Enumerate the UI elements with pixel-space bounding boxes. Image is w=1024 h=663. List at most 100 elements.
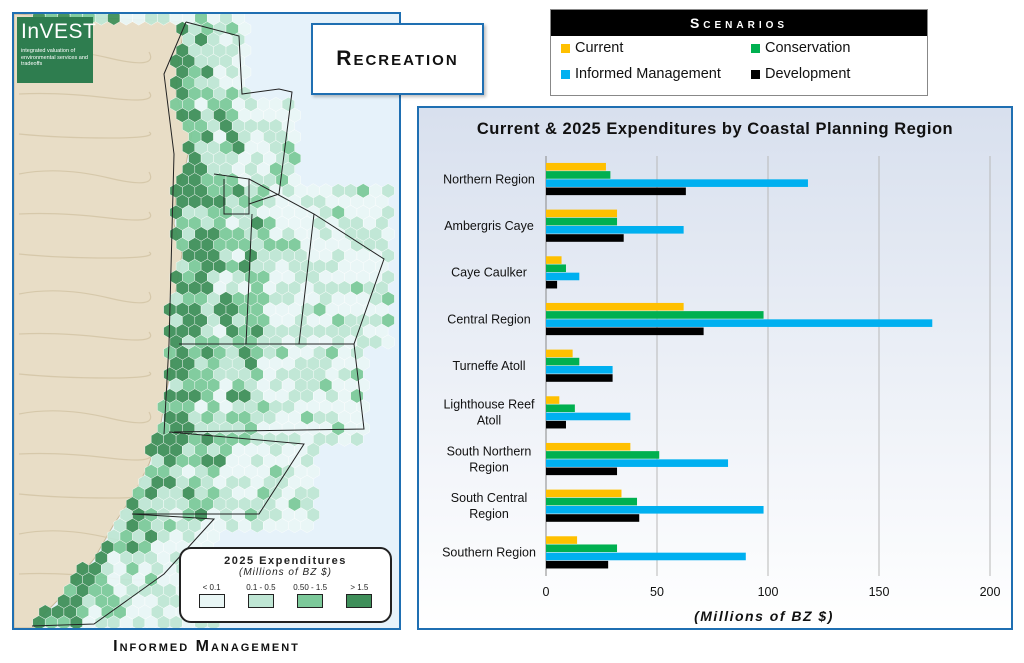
terrain-ridge	[18, 170, 152, 184]
invest-logo: InVEST integrated valuation of environme…	[17, 17, 97, 83]
scenarios-legend: Scenarios Current Conservation Informed …	[550, 9, 928, 96]
boundary-south-northern	[173, 343, 365, 433]
legend-title: 2025 Expenditures	[224, 555, 347, 567]
logo-tagline: integrated valuation of environmental se…	[21, 48, 88, 67]
boundary-south-central	[132, 431, 305, 515]
scenario-label: Conservation	[765, 40, 851, 56]
legend-swatch	[198, 594, 225, 608]
bar-current	[546, 162, 606, 171]
bar-development	[546, 560, 609, 569]
boundary-divider	[245, 213, 253, 345]
logo-name: InVEST	[21, 20, 97, 43]
chart-panel: Current & 2025 Expenditures by Coastal P…	[417, 106, 1013, 630]
terrain-ridge	[18, 410, 152, 424]
scenario-item-informed-management: Informed Management	[561, 66, 751, 82]
bar-conservation	[546, 544, 618, 553]
legend-item: 0.50 - 1.5	[287, 583, 333, 608]
bar-conservation	[546, 311, 764, 319]
category-label: Caye Caulker	[451, 266, 527, 280]
legend-item: 0.1 - 0.5	[238, 583, 284, 608]
hex-cell	[381, 334, 395, 350]
bar-current	[546, 209, 618, 218]
bar-current	[546, 302, 684, 311]
scenario-label: Informed Management	[575, 66, 721, 82]
map-legend: 2025 Expenditures (Millions of BZ $) < 0…	[179, 547, 392, 623]
bar-development	[546, 420, 566, 429]
terrain-ridge	[18, 91, 152, 101]
terrain-ridge	[18, 371, 152, 379]
terrain-ridge	[18, 251, 152, 259]
terrain-ridge	[18, 211, 152, 221]
x-tick-label: 150	[869, 585, 890, 599]
chart-x-axis-label: (Millions of BZ $)	[694, 608, 834, 624]
bar-current	[546, 536, 578, 544]
bar-conservation	[546, 217, 618, 226]
bar-development	[546, 374, 613, 382]
terrain-ridge	[18, 290, 152, 304]
category-label: Central Region	[447, 312, 530, 326]
terrain-ridge	[18, 331, 152, 341]
bar-informed-management	[546, 226, 684, 234]
map-panel: InVEST integrated valuation of environme…	[12, 12, 401, 630]
category-label: Turneffe Atoll	[453, 359, 526, 373]
scenario-label: Development	[765, 66, 851, 82]
planning-region-boundaries	[31, 21, 385, 627]
category-label: Ambergris Caye	[444, 219, 534, 233]
hexagon-grid	[32, 14, 395, 628]
scenario-swatch	[751, 43, 760, 53]
bar-informed-management	[546, 412, 631, 421]
bar-current	[546, 396, 560, 404]
title-box: Recreation	[311, 23, 484, 95]
boundary-divider	[298, 213, 315, 345]
bar-development	[546, 514, 640, 522]
bar-informed-management	[546, 459, 729, 467]
boundary-central	[179, 178, 385, 345]
bar-informed-management	[546, 319, 933, 327]
legend-swatch	[247, 594, 274, 608]
region-map	[14, 14, 395, 628]
bar-informed-management	[546, 179, 808, 187]
boundary-caye-caulker	[213, 173, 250, 215]
hex-cell	[300, 518, 314, 534]
expenditure-chart: Current & 2025 Expenditures by Coastal P…	[442, 120, 1001, 624]
page-title: Recreation	[336, 47, 459, 70]
category-label: Northern Region	[443, 172, 535, 186]
bar-conservation	[546, 171, 611, 179]
x-tick-label: 200	[980, 585, 1001, 599]
legend-item-label: < 0.1	[202, 583, 221, 592]
category-label: South Central Region	[451, 491, 527, 521]
boundary-northern	[185, 21, 293, 205]
bar-current	[546, 489, 622, 498]
boundary-southern	[31, 513, 216, 627]
bar-conservation	[546, 357, 580, 366]
terrain-ridge	[18, 451, 152, 461]
scenario-swatch	[751, 69, 760, 79]
legend-item: < 0.1	[189, 583, 235, 608]
boundary-coastal	[163, 21, 187, 435]
legend-item: > 1.5	[336, 583, 382, 608]
legend-subtitle: (Millions of BZ $)	[238, 567, 332, 578]
bar-conservation	[546, 497, 638, 506]
bar-development	[546, 467, 618, 476]
bar-development	[546, 327, 704, 336]
bar-informed-management	[546, 552, 746, 561]
bar-development	[546, 187, 686, 196]
bar-development	[546, 234, 624, 242]
bar-development	[546, 280, 558, 289]
legend-item-label: 0.1 - 0.5	[246, 583, 276, 592]
x-tick-label: 0	[543, 585, 550, 599]
scenario-label: Current	[575, 40, 624, 56]
category-label: South Northern Region	[447, 444, 532, 474]
scenario-item-conservation: Conservation	[751, 40, 931, 56]
bar-current	[546, 349, 573, 358]
scenario-swatch	[561, 43, 570, 53]
hex-cell	[350, 431, 364, 447]
bar-current	[546, 256, 562, 264]
bar-conservation	[546, 264, 566, 273]
bar-informed-management	[546, 506, 764, 514]
terrain-ridge	[18, 131, 152, 139]
scenario-item-current: Current	[561, 40, 751, 56]
scenario-item-development: Development	[751, 66, 931, 82]
bar-current	[546, 442, 631, 451]
legend-item-label: > 1.5	[350, 583, 369, 592]
